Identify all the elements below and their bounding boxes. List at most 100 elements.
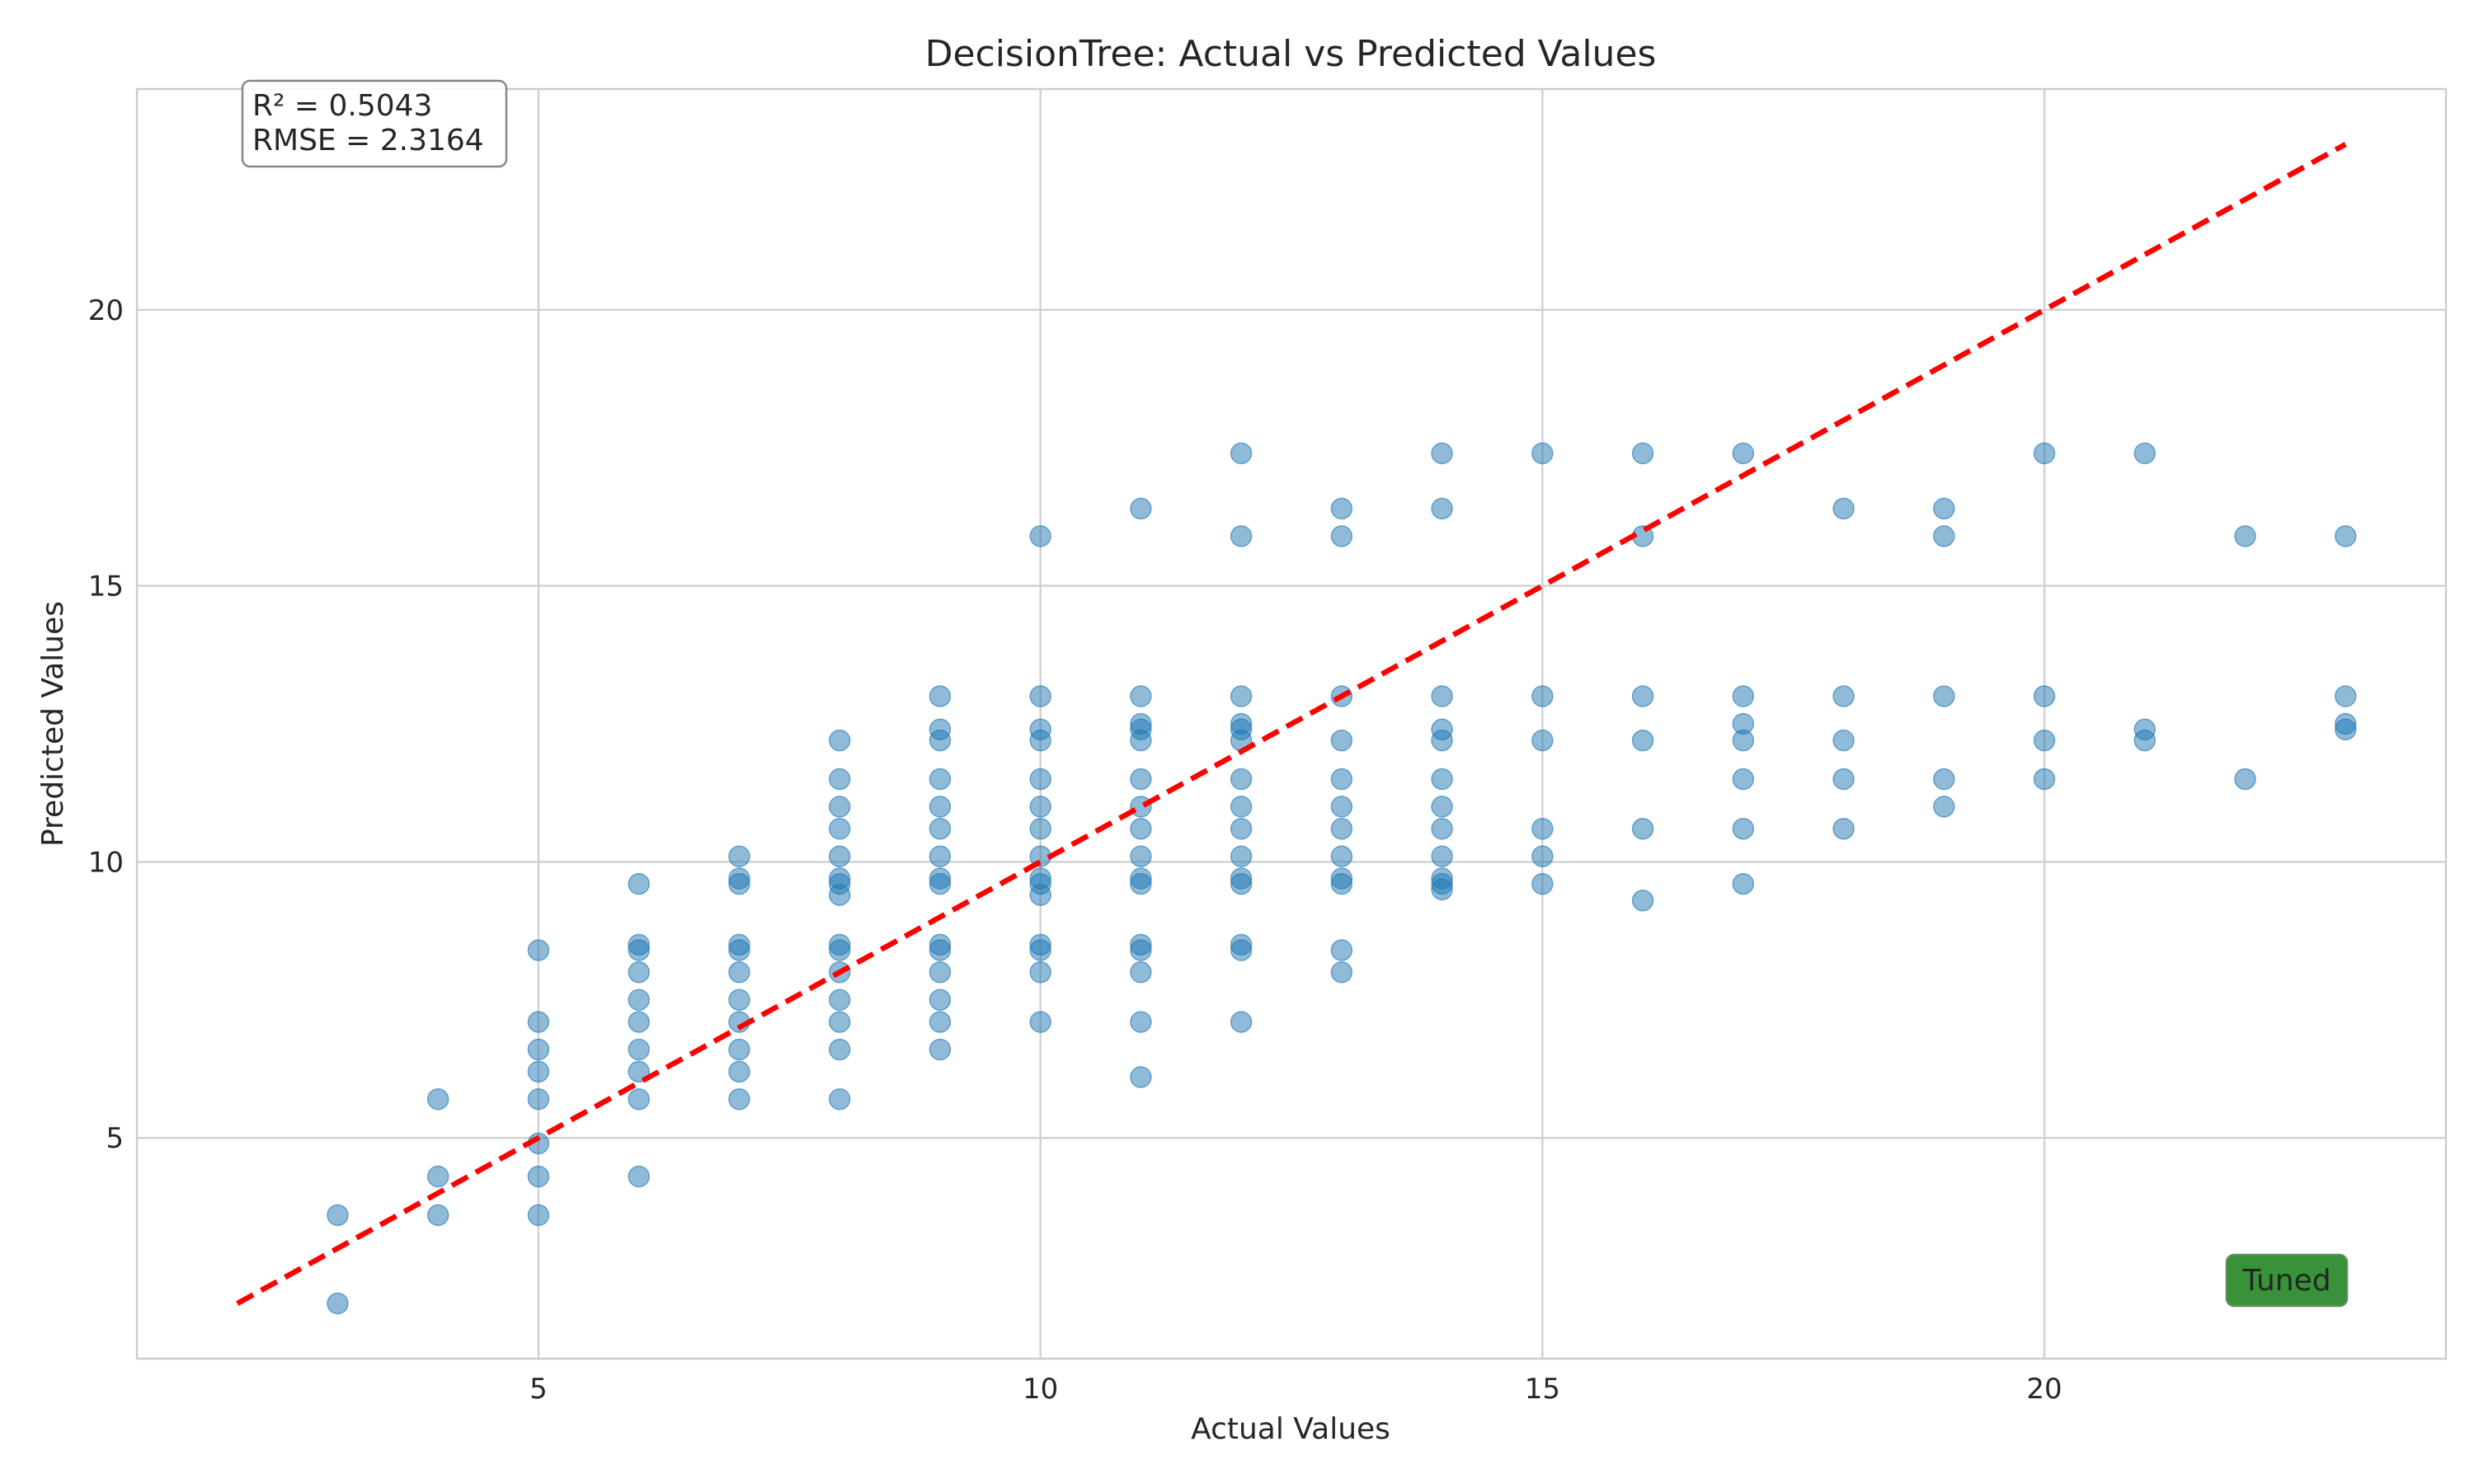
data-point	[728, 1038, 750, 1061]
data-point	[2234, 525, 2256, 547]
data-point	[828, 1088, 851, 1111]
data-point	[1130, 1066, 1152, 1088]
data-point	[1029, 961, 1051, 984]
stats-box-frame	[241, 79, 508, 168]
data-point	[1933, 497, 1955, 520]
data-point	[929, 685, 952, 707]
data-point	[929, 1011, 952, 1033]
rmse-value: RMSE = 2.3164	[252, 124, 484, 157]
data-point	[628, 961, 650, 984]
tuned-badge-frame	[2225, 1253, 2349, 1308]
r2-value: R² = 0.5043	[252, 89, 432, 123]
data-point	[2033, 768, 2056, 791]
y-tick-label: 5	[106, 1122, 124, 1155]
data-point	[1230, 872, 1253, 895]
x-axis-ticks: 5 10 15 20	[529, 1373, 2062, 1406]
data-point	[1431, 878, 1453, 901]
data-point	[1732, 768, 1755, 791]
data-point	[1330, 872, 1353, 895]
data-point	[929, 1038, 952, 1061]
data-point	[1230, 442, 1253, 465]
data-point	[1431, 796, 1453, 818]
data-point	[1933, 525, 1955, 547]
data-point	[1832, 497, 1855, 520]
data-point	[1130, 729, 1152, 752]
data-point	[728, 872, 750, 895]
data-point	[628, 1038, 650, 1061]
y-axis-label: Predicted Values	[36, 601, 70, 847]
data-point	[929, 845, 952, 867]
data-point	[1130, 768, 1152, 791]
data-point	[1732, 872, 1755, 895]
data-point	[2234, 768, 2256, 791]
data-point	[1832, 685, 1855, 707]
data-point	[327, 1204, 349, 1227]
data-point	[1732, 685, 1755, 707]
data-point	[1631, 890, 1654, 912]
data-point	[929, 961, 952, 984]
data-point	[929, 729, 952, 752]
x-tick-label: 15	[1525, 1373, 1560, 1406]
data-point	[1330, 845, 1353, 867]
data-point	[1531, 685, 1554, 707]
data-point	[1130, 497, 1152, 520]
data-point	[2033, 442, 2056, 465]
data-point	[1732, 729, 1755, 752]
data-point	[527, 1088, 550, 1111]
data-point	[628, 1011, 650, 1033]
data-point	[527, 1060, 550, 1083]
data-point	[929, 817, 952, 840]
data-point	[1631, 729, 1654, 752]
data-point	[628, 939, 650, 961]
tuned-badge-label: Tuned	[2241, 1264, 2331, 1298]
data-point	[1230, 817, 1253, 840]
data-point	[1330, 497, 1353, 520]
data-point	[2133, 442, 2157, 465]
data-point	[1431, 497, 1453, 520]
data-point	[1130, 796, 1152, 818]
stats-box: R² = 0.5043 RMSE = 2.3164	[241, 79, 508, 168]
data-point	[1230, 768, 1253, 791]
data-point	[728, 989, 750, 1012]
data-point	[828, 729, 851, 752]
data-point	[828, 768, 851, 791]
data-point	[929, 989, 952, 1012]
data-point	[828, 884, 851, 906]
y-tick-label: 15	[88, 571, 124, 603]
y-tick-label: 20	[88, 294, 124, 327]
data-point	[1832, 729, 1855, 752]
data-point	[527, 1038, 550, 1061]
data-point	[628, 1088, 650, 1111]
data-point	[1330, 817, 1353, 840]
data-point	[1431, 685, 1453, 707]
data-point	[828, 939, 851, 961]
data-point	[1933, 796, 1955, 818]
data-point	[1330, 729, 1353, 752]
data-point	[1330, 768, 1353, 791]
data-point	[2335, 718, 2357, 740]
data-point	[1732, 817, 1755, 840]
data-point	[929, 872, 952, 895]
data-point	[426, 1165, 449, 1188]
data-point	[1130, 961, 1152, 984]
chart-title: DecisionTree: Actual vs Predicted Values	[925, 33, 1657, 75]
y-tick-label: 10	[88, 846, 124, 879]
data-point	[527, 1165, 550, 1188]
data-point	[1933, 768, 1955, 791]
data-point	[1531, 872, 1554, 895]
data-point	[1330, 939, 1353, 961]
data-point	[1832, 817, 1855, 840]
data-point	[1029, 768, 1051, 791]
data-point	[1933, 685, 1955, 707]
data-point	[1130, 817, 1152, 840]
data-point	[1531, 817, 1554, 840]
data-point	[1832, 768, 1855, 791]
data-point	[1631, 685, 1654, 707]
data-point	[1732, 442, 1755, 465]
data-point	[728, 1088, 750, 1111]
data-point	[828, 1038, 851, 1061]
data-point	[426, 1088, 449, 1111]
data-point	[1431, 817, 1453, 840]
tuned-badge: Tuned	[2225, 1253, 2349, 1308]
data-point	[929, 939, 952, 961]
